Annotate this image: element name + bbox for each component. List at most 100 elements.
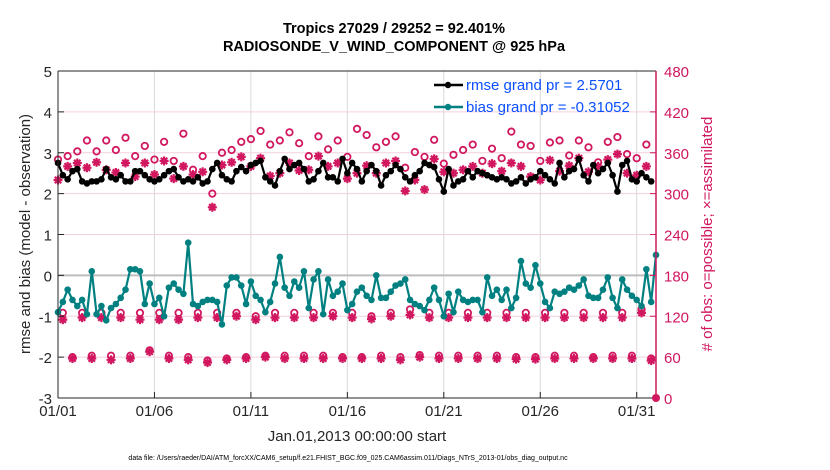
bias-point (194, 302, 202, 310)
obs-possible-marker (458, 145, 468, 155)
obs-assimilated-core (234, 314, 239, 319)
rmse-point (257, 157, 264, 165)
bias-point (295, 284, 303, 291)
bias-point (450, 308, 457, 316)
rmse-point (271, 182, 279, 189)
bias-point (594, 294, 602, 302)
bias-point (522, 280, 530, 287)
obs-assimilated-marker (400, 186, 410, 196)
obs-assimilated-core (441, 169, 447, 175)
obs-assimilated-core (306, 167, 311, 172)
rmse-point (416, 167, 423, 175)
obs-possible-marker (135, 308, 145, 317)
obs-possible-marker (169, 156, 178, 166)
obs-assimilated-core (378, 356, 384, 361)
rmse-point (445, 165, 452, 173)
obs-assimilated-marker (77, 313, 87, 323)
legend: rmse grand pr = 2.5701 bias grand pr = -… (434, 77, 630, 116)
bias-point (315, 267, 322, 275)
obs-assimilated-core (359, 356, 365, 361)
rmse-point (363, 167, 370, 175)
bias-point (257, 296, 264, 304)
obs-assimilated-marker (516, 161, 526, 171)
obs-assimilated-marker (588, 353, 598, 363)
obs-assimilated-marker (309, 313, 319, 323)
obs-assimilated-core (446, 315, 451, 320)
bias-point (517, 257, 525, 265)
obs-assimilated-core (398, 357, 403, 363)
rmse-point (614, 188, 621, 195)
obs-possible-marker (536, 156, 545, 166)
x-tick-label: 01/01 (39, 403, 77, 420)
y-right-tick-label: 300 (664, 187, 689, 204)
bias-point (638, 302, 645, 310)
obs-assimilated-core (84, 165, 90, 170)
obs-assimilated-core (190, 172, 196, 177)
bias-point (454, 288, 462, 296)
obs-assimilated-marker (241, 353, 251, 363)
obs-assimilated-core (219, 162, 225, 168)
obs-possible-marker (131, 152, 140, 161)
obs-possible-marker (632, 154, 641, 163)
obs-assimilated-core (566, 163, 572, 168)
obs-assimilated-core (489, 161, 495, 166)
obs-assimilated-core (311, 315, 316, 320)
obs-assimilated-core (591, 356, 596, 361)
obs-assimilated-core (128, 356, 133, 361)
obs-assimilated-core (340, 356, 345, 361)
obs-assimilated-marker (598, 313, 608, 323)
bias-point (170, 280, 178, 287)
obs-possible-marker (102, 136, 111, 145)
chart-title-line1: Tropics 27029 / 29252 = 92.401% (283, 21, 505, 37)
obs-assimilated-marker (497, 166, 507, 176)
rmse-point (233, 167, 240, 175)
obs-possible-marker (92, 147, 101, 156)
obs-assimilated-core (157, 317, 162, 322)
bias-point (628, 292, 636, 300)
bias-point (633, 296, 641, 304)
bias-point (440, 312, 448, 320)
legend-bias-marker (444, 103, 452, 111)
obs-assimilated-marker (67, 353, 77, 363)
obs-assimilated-core (214, 315, 220, 320)
bias-point (276, 253, 284, 261)
bias-point (64, 286, 71, 293)
obs-assimilated-marker (203, 358, 212, 368)
bias-point (319, 310, 327, 318)
bias-point (266, 298, 274, 306)
obs-possible-marker (497, 154, 506, 163)
obs-assimilated-core (113, 170, 119, 175)
obs-assimilated-marker (530, 354, 540, 364)
obs-possible-marker (622, 150, 632, 159)
rmse-point (122, 178, 129, 185)
bias-point (165, 284, 173, 291)
obs-assimilated-core (296, 168, 302, 173)
obs-assimilated-core (412, 177, 418, 183)
rmse-point (633, 178, 641, 185)
rmse-point (59, 171, 67, 179)
rmse-point (117, 171, 124, 179)
obs-assimilated-marker (429, 154, 439, 164)
obs-assimilated-marker (193, 313, 203, 323)
obs-assimilated-marker (376, 353, 386, 363)
bias-point (401, 276, 409, 283)
obs-possible-marker (420, 152, 429, 161)
y-tick-label: 2 (44, 187, 52, 204)
bias-point (237, 282, 245, 289)
obs-possible-marker (237, 137, 246, 146)
obs-assimilated-marker (87, 353, 97, 363)
obs-assimilated-core (460, 167, 466, 172)
bias-point (286, 292, 293, 300)
obs-assimilated-marker (492, 353, 502, 363)
rmse-point (141, 171, 149, 179)
bias-point (305, 304, 313, 312)
y-right-tick-label: 180 (664, 268, 689, 285)
obs-possible-marker (391, 132, 400, 141)
bias-point (252, 292, 260, 300)
obs-possible-marker (150, 155, 159, 164)
obs-assimilated-marker (318, 353, 328, 363)
x-tick-label: 01/26 (521, 403, 559, 420)
obs-assimilated-marker (420, 185, 430, 195)
rmse-point (536, 167, 544, 175)
